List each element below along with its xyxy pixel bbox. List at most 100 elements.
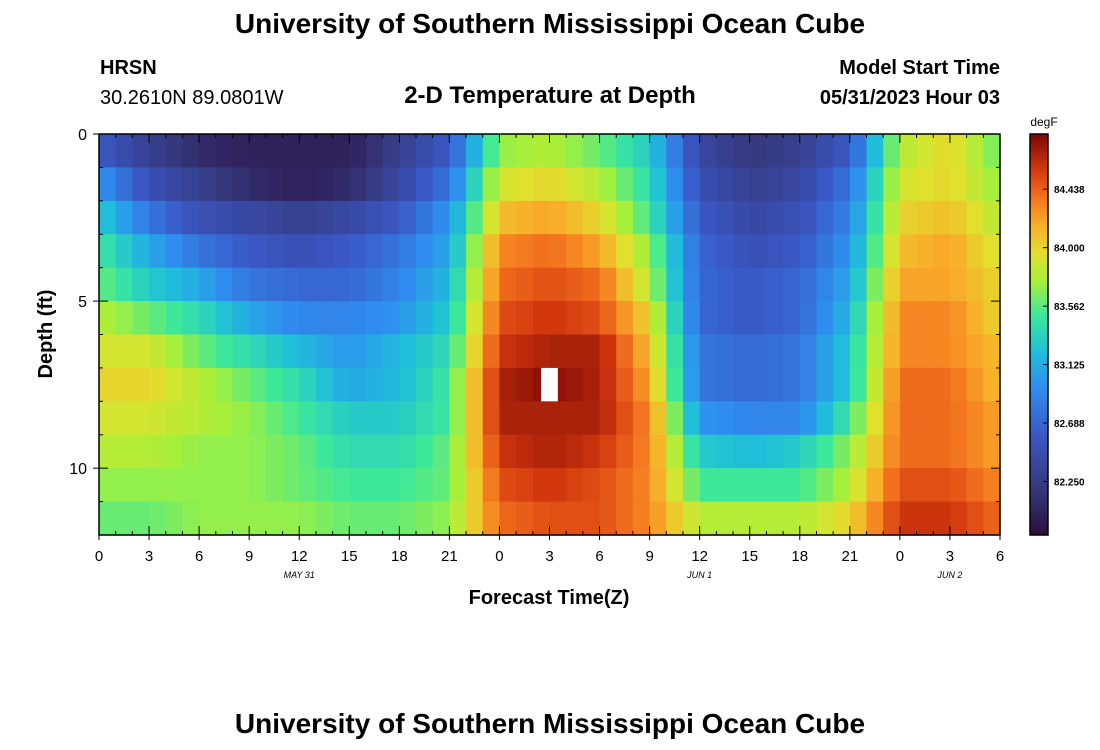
heatmap-cell — [649, 401, 667, 436]
heatmap-cell — [582, 468, 601, 503]
heatmap-cell — [649, 468, 667, 503]
heatmap-cell — [149, 334, 167, 369]
heatmap-cell — [682, 434, 701, 469]
heatmap-cell — [866, 434, 884, 469]
heatmap-cell — [315, 501, 334, 536]
heatmap-cell — [165, 134, 184, 169]
heatmap-cell — [866, 301, 884, 336]
x-tick-label: 9 — [245, 548, 253, 565]
heatmap-cell — [466, 134, 484, 169]
y-axis-title: Depth (ft) — [35, 290, 57, 379]
heatmap-cell — [916, 200, 934, 235]
heatmap-cell — [566, 301, 584, 336]
heatmap-cell — [232, 301, 250, 336]
heatmap-cell — [466, 234, 484, 269]
heatmap-cell — [382, 468, 400, 503]
heatmap-cell — [232, 267, 250, 302]
heatmap-cell — [466, 200, 484, 235]
heatmap-cell — [399, 468, 417, 503]
heatmap-cell — [549, 234, 567, 269]
heatmap-cell — [299, 134, 317, 169]
heatmap-cell — [499, 200, 517, 235]
heatmap-cell — [299, 200, 317, 235]
heatmap-cell — [215, 167, 234, 202]
heatmap-cell — [966, 200, 984, 235]
heatmap-cell — [199, 167, 217, 202]
heatmap-cell — [215, 501, 234, 536]
heatmap-cell — [232, 200, 250, 235]
heatmap-cell — [883, 434, 901, 469]
heatmap-cell — [632, 167, 651, 202]
heatmap-cell — [699, 200, 717, 235]
x-date-label: MAY 31 — [284, 570, 315, 580]
heatmap-cell — [899, 434, 918, 469]
heatmap-cell — [749, 401, 768, 436]
heatmap-cell — [849, 334, 868, 369]
heatmap-cell — [849, 401, 868, 436]
heatmap-cell — [432, 334, 450, 369]
heatmap-cell — [716, 401, 734, 436]
heatmap-cell — [165, 200, 184, 235]
model-start-value: 05/31/2023 Hour 03 — [819, 87, 1000, 109]
heatmap-cell — [883, 200, 901, 235]
heatmap-cell — [716, 501, 734, 536]
heatmap-cell — [282, 134, 300, 169]
heatmap-cell — [399, 200, 417, 235]
heatmap-cell — [599, 200, 617, 235]
heatmap-cell — [933, 468, 951, 503]
heatmap-cell — [682, 367, 701, 402]
heatmap-cell — [682, 200, 701, 235]
heatmap-cell — [699, 167, 717, 202]
heatmap-cell — [182, 134, 200, 169]
heatmap-cell — [783, 301, 801, 336]
heatmap-cell — [733, 367, 751, 402]
heatmap-cell — [749, 301, 768, 336]
heatmap-cell — [265, 167, 284, 202]
heatmap-cell — [799, 434, 818, 469]
heatmap-cell — [282, 167, 300, 202]
heatmap-cell — [349, 200, 367, 235]
heatmap-cell — [866, 401, 884, 436]
heatmap-cell — [299, 334, 317, 369]
heatmap-cell — [849, 301, 868, 336]
heatmap-cell — [249, 367, 267, 402]
heatmap-cell — [466, 501, 484, 536]
heatmap-cell — [799, 501, 818, 536]
heatmap-cell — [149, 134, 167, 169]
heatmap-cell — [599, 301, 617, 336]
heatmap-cell — [799, 334, 818, 369]
heatmap-cell — [616, 234, 634, 269]
heatmap-cell — [582, 501, 601, 536]
heatmap-cell — [365, 468, 384, 503]
heatmap-cell — [315, 301, 334, 336]
heatmap-cell — [599, 234, 617, 269]
heatmap-cell — [833, 434, 851, 469]
heatmap-cell — [232, 367, 250, 402]
heatmap-cell — [299, 434, 317, 469]
heatmap-cell — [783, 267, 801, 302]
heatmap-cell — [916, 468, 934, 503]
heatmap-cell — [265, 234, 284, 269]
heatmap-cell — [115, 200, 133, 235]
heatmap-cell — [849, 434, 868, 469]
heatmap-cell — [783, 200, 801, 235]
heatmap-cell — [482, 501, 501, 536]
heatmap-cell — [365, 367, 384, 402]
heatmap-cell — [432, 134, 450, 169]
heatmap-cell — [149, 200, 167, 235]
heatmap-cell — [599, 134, 617, 169]
heatmap-cell — [149, 401, 167, 436]
heatmap-cell — [249, 267, 267, 302]
heatmap-cell — [432, 200, 450, 235]
heatmap-cell — [933, 200, 951, 235]
heatmap-cell — [749, 234, 768, 269]
heatmap-cell — [766, 134, 784, 169]
heatmap-cell — [349, 334, 367, 369]
heatmap-cell — [916, 134, 934, 169]
heatmap-cell — [215, 434, 234, 469]
heatmap-cell — [666, 468, 684, 503]
heatmap-cell — [949, 434, 968, 469]
x-tick-label: 0 — [495, 548, 503, 565]
x-tick-label: 15 — [341, 548, 358, 565]
heatmap-cell — [883, 134, 901, 169]
